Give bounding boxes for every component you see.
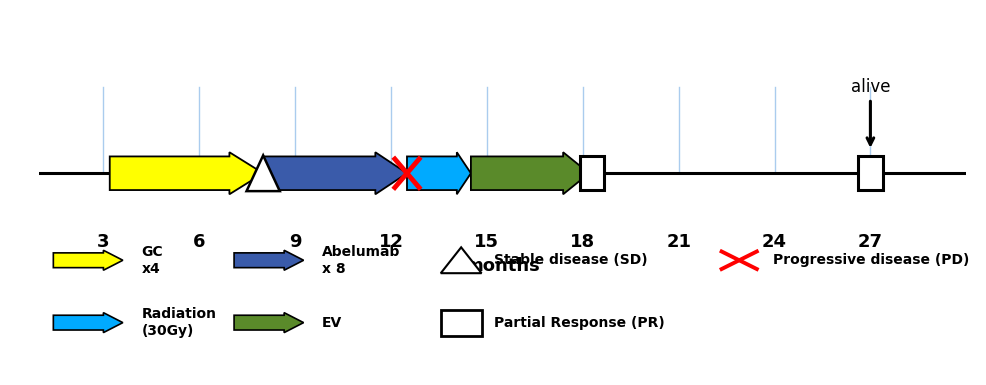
Bar (441, 310, 481, 336)
FancyArrow shape (53, 250, 123, 270)
FancyArrow shape (234, 313, 304, 333)
FancyArrow shape (234, 250, 304, 270)
Text: GC
x4: GC x4 (141, 244, 163, 276)
Text: Radiation
(30Gy): Radiation (30Gy) (141, 307, 216, 338)
Text: Progressive disease (PD): Progressive disease (PD) (773, 253, 970, 267)
Text: EV: EV (322, 316, 342, 330)
Bar (858, 156, 882, 190)
FancyArrow shape (53, 313, 123, 333)
FancyArrow shape (407, 152, 471, 194)
Text: Stable disease (SD): Stable disease (SD) (494, 253, 647, 267)
Polygon shape (441, 247, 481, 273)
FancyArrow shape (471, 152, 590, 194)
X-axis label: months: months (465, 256, 540, 275)
FancyArrow shape (263, 152, 407, 194)
Text: Abelumab
x 8: Abelumab x 8 (322, 244, 400, 276)
Text: Partial Response (PR): Partial Response (PR) (494, 316, 665, 330)
FancyArrow shape (109, 152, 263, 194)
Bar (580, 156, 604, 190)
Text: alive: alive (851, 78, 890, 144)
Polygon shape (246, 156, 280, 191)
